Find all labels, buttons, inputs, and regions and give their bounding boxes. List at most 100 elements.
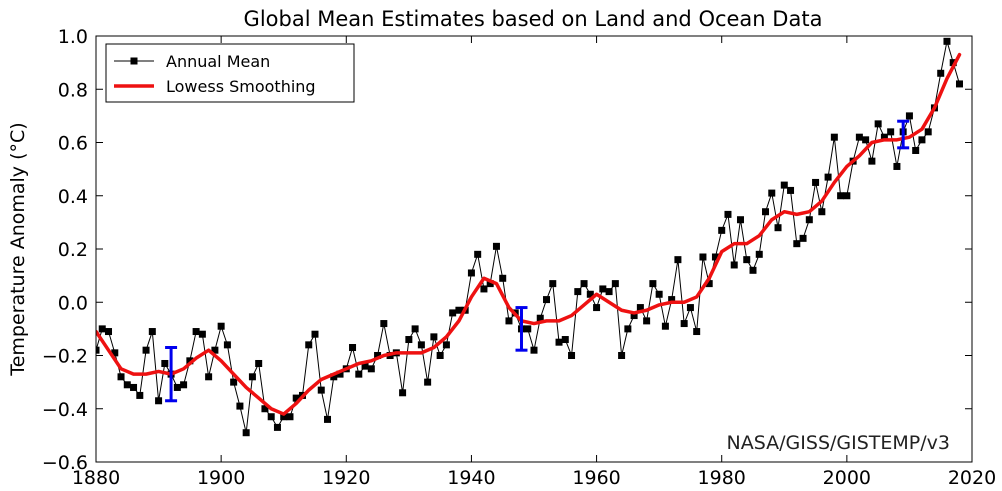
- annual-mean-point: [561, 336, 569, 344]
- annual-mean-point: [349, 344, 357, 352]
- annual-mean-point: [230, 378, 238, 386]
- annual-mean-point: [762, 208, 770, 216]
- annual-mean-point: [624, 325, 632, 333]
- annual-mean-point: [937, 69, 945, 77]
- annual-mean-point: [449, 309, 457, 317]
- annual-mean-point: [130, 383, 138, 391]
- annual-mean-point: [499, 274, 507, 282]
- annual-mean-point: [505, 317, 513, 325]
- annual-mean-point: [630, 312, 638, 320]
- annual-mean-point: [536, 314, 544, 322]
- plot-frame: [95, 35, 973, 463]
- annual-mean-point: [599, 285, 607, 293]
- annual-mean-point: [236, 402, 244, 410]
- annual-mean-point: [830, 133, 838, 141]
- annual-mean-point: [111, 349, 119, 357]
- legend-lowess-label: Lowess Smoothing: [166, 77, 316, 96]
- annual-mean-point: [411, 325, 419, 333]
- annual-mean-point: [355, 370, 363, 378]
- annual-mean-point: [186, 357, 194, 365]
- annual-mean-point: [96, 346, 100, 354]
- annual-mean-point: [668, 296, 676, 304]
- annual-mean-point: [317, 386, 325, 394]
- annual-mean-point: [674, 256, 682, 264]
- annual-mean-point: [555, 338, 563, 346]
- annual-mean-point: [643, 317, 651, 325]
- annual-mean-point: [198, 330, 206, 338]
- annual-mean-point: [255, 359, 263, 367]
- annual-mean-point: [718, 226, 726, 234]
- y-tick-label: 0.0: [58, 292, 88, 314]
- annual-mean-point: [524, 325, 532, 333]
- legend-annual-swatch-marker: [130, 57, 138, 65]
- annual-mean-point: [580, 280, 588, 288]
- annual-mean-point: [661, 322, 669, 330]
- legend-annual-label: Annual Mean: [166, 52, 270, 71]
- annual-mean-point: [736, 216, 744, 224]
- annual-mean-point: [918, 136, 926, 144]
- annual-mean-point: [417, 341, 425, 349]
- annual-mean-point: [242, 429, 250, 437]
- annual-mean-point: [480, 285, 488, 293]
- annual-mean-point: [374, 352, 382, 359]
- annual-mean-point: [724, 210, 732, 218]
- annual-mean-point: [117, 373, 125, 381]
- annual-mean-point: [442, 341, 450, 349]
- annual-mean-point: [774, 224, 782, 232]
- annual-mean-point: [874, 120, 882, 128]
- annual-mean-point: [336, 370, 344, 378]
- annual-mean-point: [730, 261, 738, 269]
- annual-mean-point: [267, 413, 275, 421]
- annual-mean-point: [749, 266, 757, 274]
- annual-mean-point: [436, 352, 444, 359]
- annual-mean-point: [192, 328, 200, 336]
- annual-mean-point: [905, 112, 913, 120]
- annual-mean-point: [699, 253, 707, 261]
- annual-mean-point: [330, 373, 338, 381]
- y-tick-label: 0.4: [58, 186, 88, 208]
- source-annotation: NASA/GISS/GISTEMP/v3: [727, 432, 950, 454]
- annual-mean-point: [180, 381, 188, 389]
- annual-mean-point: [305, 341, 313, 349]
- annual-mean-point: [430, 333, 438, 341]
- annual-mean-point: [123, 381, 131, 389]
- annual-mean-point: [912, 146, 920, 154]
- annual-mean-point: [292, 394, 300, 402]
- annual-mean-point: [862, 136, 870, 144]
- annual-mean-point: [98, 325, 106, 333]
- annual-mean-point: [161, 359, 169, 367]
- annual-mean-point: [880, 133, 888, 141]
- x-tick-label: 1940: [447, 467, 495, 489]
- annual-mean-point: [855, 133, 863, 141]
- lowess-smoothing-line: [96, 52, 962, 416]
- annual-mean-point: [837, 192, 845, 200]
- annual-mean-point: [649, 280, 657, 288]
- annual-mean-point: [693, 328, 701, 336]
- annual-mean-point: [768, 189, 776, 197]
- y-tick-label: −0.6: [42, 452, 88, 474]
- annual-mean-point: [486, 280, 494, 288]
- annual-mean-point: [812, 178, 820, 186]
- annual-mean-point: [955, 80, 963, 88]
- annual-mean-point: [248, 373, 256, 381]
- annual-mean-point: [311, 330, 319, 338]
- annual-mean-point: [223, 341, 231, 349]
- annual-mean-point: [743, 256, 751, 264]
- annual-mean-point: [780, 181, 788, 189]
- legend-box: [105, 43, 355, 103]
- x-tick-label: 2020: [948, 467, 996, 489]
- annual-mean-point: [949, 59, 957, 67]
- annual-mean-point: [467, 269, 475, 277]
- annual-mean-point: [474, 250, 482, 258]
- x-tick-label: 2000: [823, 467, 871, 489]
- annual-mean-point: [655, 290, 663, 298]
- annual-mean-point: [805, 216, 813, 224]
- x-tick-label: 1980: [698, 467, 746, 489]
- y-tick-label: −0.2: [42, 346, 88, 368]
- annual-mean-point: [593, 304, 601, 312]
- x-tick-label: 1900: [197, 467, 245, 489]
- annual-mean-point: [893, 162, 901, 170]
- series-group: [96, 37, 963, 437]
- annual-mean-point: [586, 290, 594, 298]
